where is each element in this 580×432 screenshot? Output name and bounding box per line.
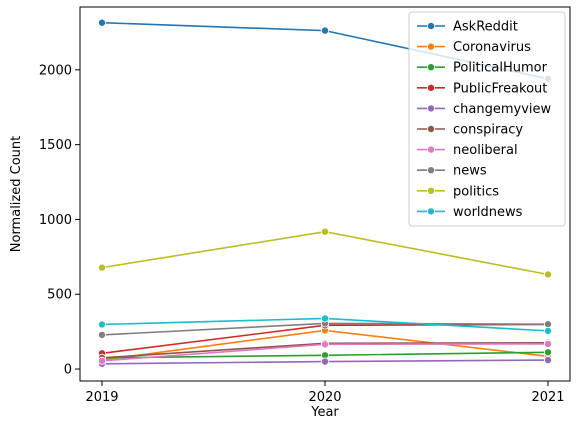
series-worldnews xyxy=(98,314,553,335)
data-point xyxy=(98,18,107,27)
y-tick-label: 500 xyxy=(47,288,72,303)
legend-item: PoliticalHumor xyxy=(417,61,548,76)
legend-marker xyxy=(426,63,435,72)
data-point xyxy=(320,314,329,323)
data-point xyxy=(320,340,329,349)
legend-label: neoliberal xyxy=(453,143,518,158)
data-point xyxy=(98,320,107,329)
x-tick-label: 2019 xyxy=(85,390,118,405)
series-politics xyxy=(98,227,553,279)
legend: AskReddit Coronavirus PoliticalHumor Public… xyxy=(408,11,566,227)
y-tick-label: 1500 xyxy=(39,138,72,153)
data-point xyxy=(544,326,553,335)
x-tick-label: 2021 xyxy=(531,390,564,405)
legend-item: neoliberal xyxy=(417,143,518,158)
data-point xyxy=(544,356,553,365)
legend-marker xyxy=(426,83,435,92)
legend-item: Coronavirus xyxy=(417,40,531,55)
legend-marker xyxy=(426,125,435,134)
legend-item: changemyview xyxy=(417,102,552,117)
series-layer xyxy=(98,18,553,368)
data-point xyxy=(544,339,553,348)
data-point xyxy=(544,270,553,279)
y-tick-label: 0 xyxy=(64,363,72,378)
legend-label: PoliticalHumor xyxy=(453,61,548,76)
legend-item: AskReddit xyxy=(417,20,518,35)
legend-item: news xyxy=(417,164,487,179)
data-point xyxy=(320,26,329,35)
legend-label: worldnews xyxy=(453,205,523,220)
y-tick-label: 1000 xyxy=(39,213,72,228)
data-point xyxy=(98,263,107,272)
legend-label: politics xyxy=(453,184,499,199)
data-point xyxy=(98,356,107,365)
legend-marker xyxy=(426,166,435,175)
data-point xyxy=(320,227,329,236)
data-point xyxy=(544,348,553,357)
legend-marker xyxy=(426,186,435,195)
legend-label: AskReddit xyxy=(453,20,518,35)
legend-item: politics xyxy=(417,184,499,199)
x-axis-title: Year xyxy=(310,405,339,420)
legend-label: news xyxy=(453,164,487,179)
legend-item: worldnews xyxy=(417,205,523,220)
legend-label: conspiracy xyxy=(453,123,523,138)
legend-label: PublicFreakout xyxy=(453,81,547,96)
x-tick-label: 2020 xyxy=(308,390,341,405)
data-point xyxy=(320,357,329,366)
legend-marker xyxy=(426,42,435,51)
legend-marker xyxy=(426,21,435,30)
series-neoliberal xyxy=(98,339,553,365)
y-axis-title: Normalized Count xyxy=(9,136,24,252)
legend-label: Coronavirus xyxy=(453,40,531,55)
y-tick-label: 2000 xyxy=(39,63,72,78)
legend-box xyxy=(408,11,566,227)
data-point xyxy=(98,330,107,339)
x-axis-ticks: 2019 2020 2021 xyxy=(85,381,565,405)
legend-marker xyxy=(426,104,435,113)
legend-marker xyxy=(426,207,435,216)
legend-item: conspiracy xyxy=(417,123,523,138)
data-point xyxy=(544,320,553,329)
legend-item: PublicFreakout xyxy=(417,81,547,96)
legend-marker xyxy=(426,145,435,154)
y-axis-ticks: 0 500 1000 1500 2000 xyxy=(39,63,80,378)
legend-label: changemyview xyxy=(453,102,552,117)
